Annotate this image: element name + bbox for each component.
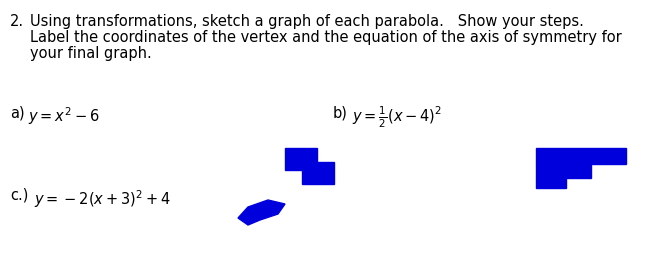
Text: Using transformations, sketch a graph of each parabola.   Show your steps.: Using transformations, sketch a graph of… [30,14,584,29]
Bar [536,178,566,188]
Bar [536,148,626,164]
Text: Label the coordinates of the vertex and the equation of the axis of symmetry for: Label the coordinates of the vertex and … [30,30,622,45]
Bar [285,148,317,170]
Polygon shape [238,200,285,225]
Text: b): b) [333,105,348,120]
Text: a): a) [10,105,25,120]
Bar [536,164,591,178]
Text: c.): c.) [10,188,29,203]
Text: your final graph.: your final graph. [30,46,152,61]
Text: 2.: 2. [10,14,24,29]
Text: $y = -2(x + 3)^2 + 4$: $y = -2(x + 3)^2 + 4$ [34,188,171,210]
Bar [302,162,334,184]
Text: $y = x^2 - 6$: $y = x^2 - 6$ [28,105,100,127]
Text: $y = \frac{1}{2}(x - 4)^2$: $y = \frac{1}{2}(x - 4)^2$ [352,105,442,130]
